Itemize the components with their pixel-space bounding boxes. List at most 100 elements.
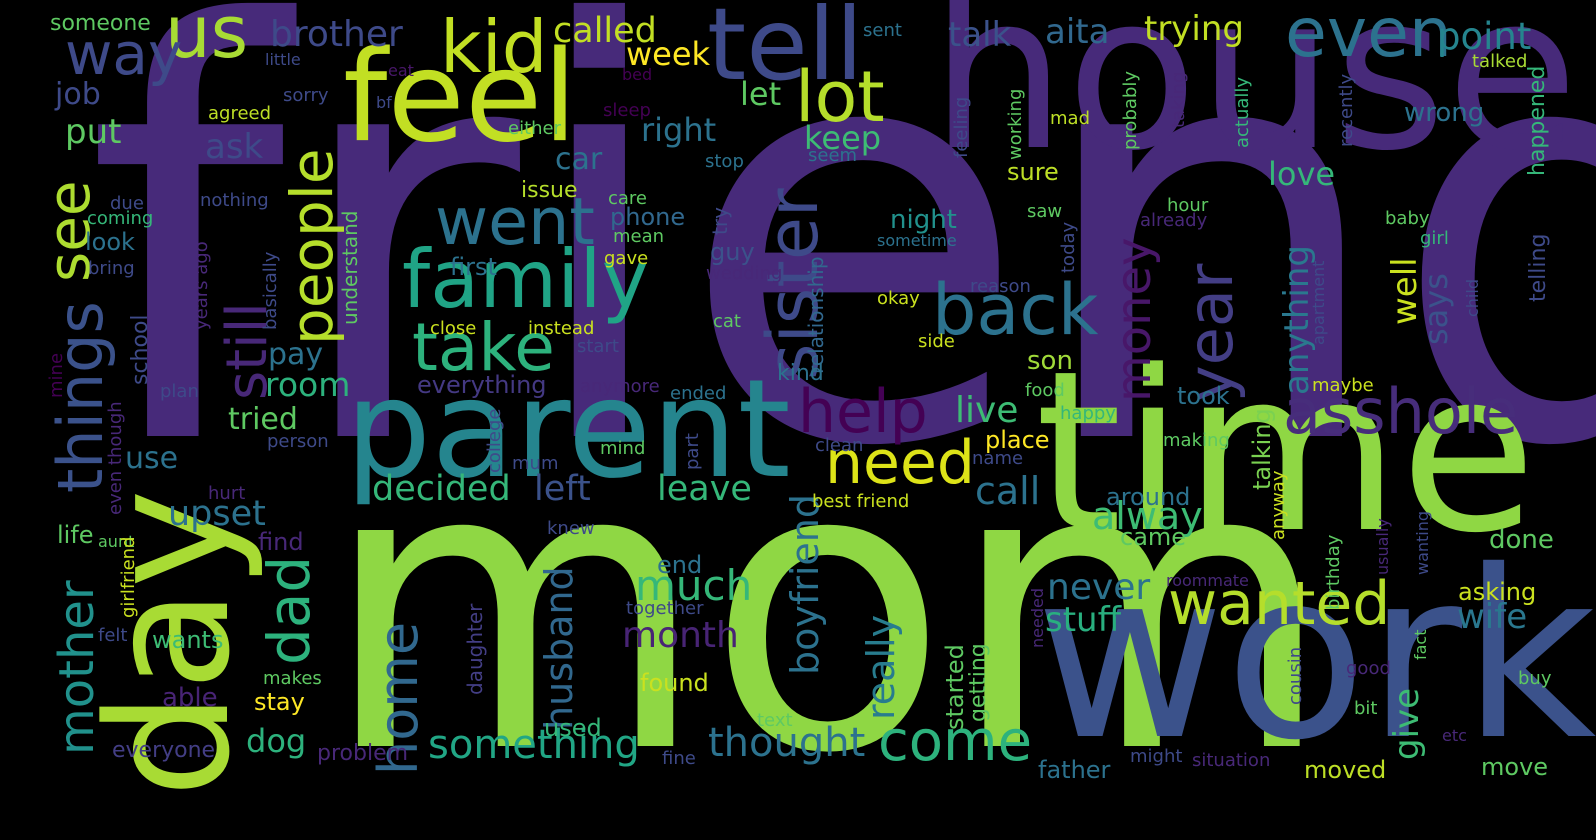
word: talked <box>1472 51 1528 72</box>
word: come <box>878 709 1033 774</box>
word: went <box>435 185 595 260</box>
word: tell <box>707 0 864 103</box>
word: girl <box>1420 228 1449 249</box>
word: started <box>941 644 969 730</box>
word: says <box>1417 273 1455 345</box>
word: moved <box>1304 756 1387 784</box>
word: basically <box>260 251 281 330</box>
word: right <box>641 111 717 149</box>
word: keep <box>804 119 882 157</box>
word: school <box>128 314 153 385</box>
word: cousin <box>1285 646 1306 705</box>
word: ended <box>670 383 727 404</box>
word: college <box>484 408 505 474</box>
word: bit <box>1354 698 1378 719</box>
word: give <box>1387 687 1427 760</box>
word: mean <box>613 226 665 247</box>
word: really <box>859 614 903 720</box>
word: father <box>1038 756 1111 784</box>
word: getting <box>966 643 991 722</box>
word: wife <box>1457 597 1528 637</box>
word: recently <box>1336 73 1357 147</box>
word: kid <box>440 5 548 89</box>
word: happy <box>1060 403 1116 424</box>
word: close <box>430 318 477 339</box>
word: time <box>1035 324 1537 582</box>
word: eat <box>388 61 414 80</box>
word: bed <box>622 65 653 84</box>
word: end <box>657 551 703 579</box>
word: issue <box>521 178 578 203</box>
word: either <box>508 118 562 139</box>
word: look <box>85 228 135 256</box>
word: sleep <box>603 100 651 121</box>
word: felt <box>98 625 128 646</box>
word: years ago <box>191 241 212 330</box>
word: called <box>553 11 657 51</box>
word: buy <box>1518 668 1552 689</box>
word: baby <box>1385 208 1430 229</box>
word: feel <box>343 23 578 170</box>
word: care <box>608 188 648 209</box>
word: gave <box>604 248 649 269</box>
word: thought <box>708 720 866 766</box>
word: kind <box>777 361 824 386</box>
word: mine <box>46 352 67 398</box>
word: let <box>740 75 782 113</box>
word: parent <box>345 351 791 509</box>
word: friend <box>85 0 1596 571</box>
word: happened <box>1525 65 1550 176</box>
word: lot <box>795 56 885 138</box>
word: never <box>1047 567 1151 608</box>
word: even though <box>105 401 126 515</box>
word: understand <box>338 210 362 325</box>
word: fact <box>1411 629 1430 660</box>
word: help <box>798 377 928 447</box>
word: wanting <box>1413 510 1432 575</box>
word: much <box>635 561 753 610</box>
word: good <box>1346 658 1391 679</box>
word: sorry <box>283 85 329 106</box>
word: us <box>165 0 249 74</box>
word: sent <box>863 20 902 41</box>
word: put <box>65 112 122 152</box>
word: might <box>1130 746 1183 767</box>
word: take <box>412 309 555 386</box>
word: daughter <box>463 603 487 695</box>
word: aunt <box>98 532 135 551</box>
word: sure <box>1007 158 1059 186</box>
word: used <box>544 714 602 742</box>
word: talk <box>948 15 1012 55</box>
word: little <box>265 50 301 69</box>
word: mind <box>600 438 646 459</box>
word: knew <box>547 518 595 539</box>
word: roommate <box>1166 571 1249 590</box>
word: everything <box>417 371 547 399</box>
word: family <box>402 233 649 326</box>
word: probably <box>1120 71 1141 150</box>
word: mum <box>512 453 559 474</box>
word: place <box>985 426 1050 454</box>
word: apartment <box>1309 260 1328 345</box>
word: guy <box>710 238 755 266</box>
word: found <box>640 669 709 697</box>
word: trying <box>1144 9 1245 49</box>
word: night <box>890 205 957 235</box>
word: try <box>708 207 732 235</box>
word: tried <box>228 402 298 437</box>
word: pay <box>268 337 324 372</box>
word: makes <box>263 668 322 689</box>
word: find <box>258 528 304 556</box>
word: use <box>125 441 179 476</box>
word: birthday <box>1323 534 1344 610</box>
word: dog <box>246 722 307 760</box>
word: saw <box>1027 201 1063 222</box>
word: situation <box>1192 750 1271 771</box>
word: able <box>162 683 218 713</box>
word: making <box>1163 430 1230 451</box>
word: text <box>757 710 793 731</box>
word: okay <box>877 288 920 309</box>
word: dad <box>255 555 323 665</box>
word: ask <box>205 127 264 167</box>
word: mad <box>1050 108 1090 129</box>
